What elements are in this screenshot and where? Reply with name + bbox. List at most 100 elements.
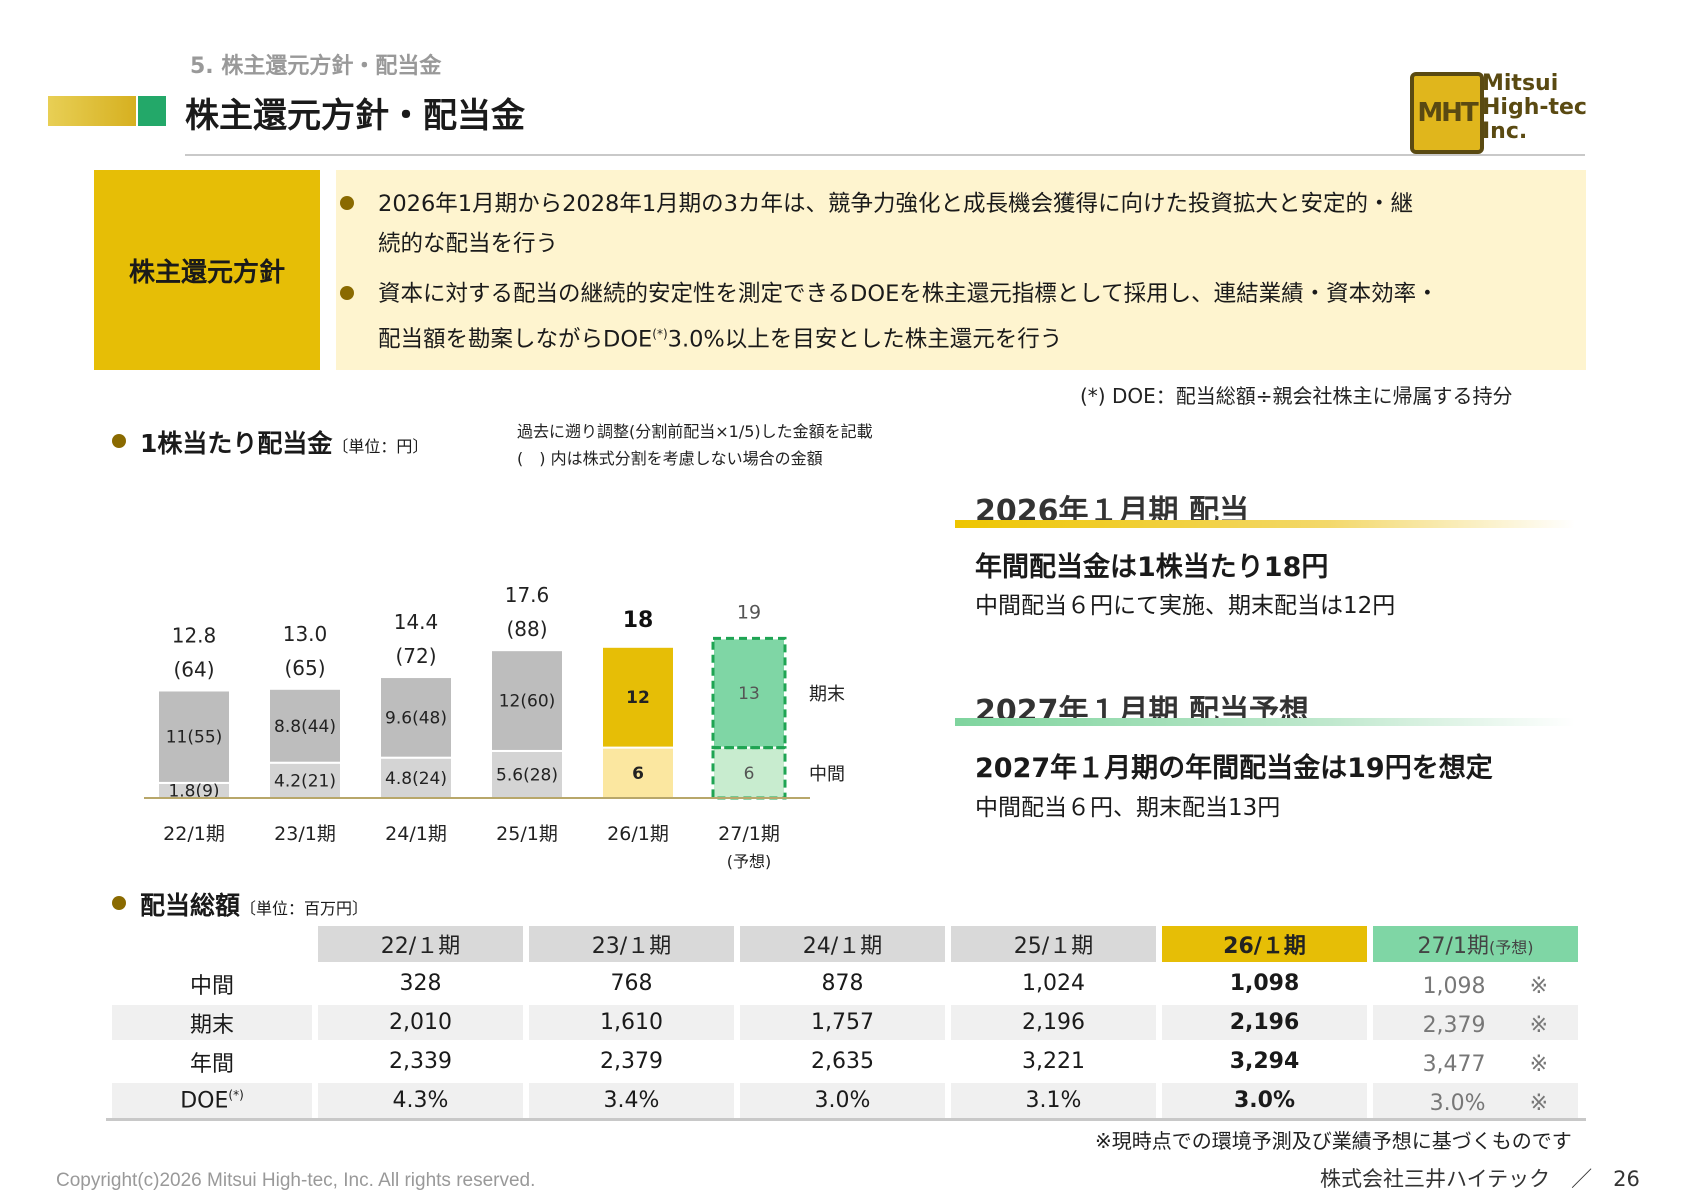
table-cell: 3,221 (1022, 1049, 1085, 1074)
table-cell-current: 2,196 (1162, 1005, 1367, 1040)
total-label: 17.6 (505, 583, 550, 607)
total-label-unadjusted: (64) (173, 657, 214, 681)
per-share-heading: 1株当たり配当金〔単位：円〕 (140, 424, 428, 460)
legend-final: 期末 (809, 684, 845, 705)
data-label-final: 13 (738, 684, 760, 704)
per-share-unit: 〔単位：円〕 (332, 437, 429, 456)
bar-final (379, 676, 453, 759)
x-tick-label: 27/1期 (718, 823, 780, 845)
total-label: 12.8 (172, 623, 217, 647)
table-cell-forecast: 3,477 ※ (1373, 1044, 1578, 1079)
table-cell: 1,610 (529, 1005, 734, 1040)
bar-final (712, 637, 786, 749)
table-cell-forecast: 3.0% ※ (1373, 1083, 1578, 1118)
total-label-unadjusted: (72) (395, 644, 436, 668)
col-header-forecast-label: 27/1期 (1417, 934, 1489, 959)
data-label-interim: 6 (632, 764, 644, 784)
data-label-interim: 1.8(9) (168, 781, 219, 801)
forecast-footnote: ※現時点での環境予測及び業績予想に基づくものです (1095, 1129, 1572, 1153)
doe-sup: (*) (228, 1087, 244, 1102)
title-accent-green (138, 96, 166, 126)
table-bottom-rule (106, 1118, 1586, 1121)
policy-bullet-2-text-b: 3.0%以上を目安とした株主還元を行う (667, 326, 1063, 353)
summary-2026-underline (955, 520, 1575, 528)
x-tick-label: 26/1期 (607, 823, 669, 845)
data-label-final: 8.8(44) (274, 717, 336, 737)
summary-2027-bold: 2027年１月期の年間配当金は19円を想定 (975, 753, 1493, 784)
forecast-value: 1,098 (1422, 973, 1486, 999)
policy-label: 株主還元方針 (94, 170, 320, 370)
table-cell-forecast: 2,379 ※ (1373, 1005, 1578, 1040)
chart-notes: 過去に遡り調整(分割前配当×1/5)した金額を記載 ( ) 内は株式分割を考慮し… (517, 418, 873, 472)
logo-line2: High-tec (1482, 95, 1587, 120)
forecast-value: 3,477 (1422, 1051, 1486, 1077)
policy-bullet-2-text-a: 配当額を勘案しながらDOE (378, 326, 653, 353)
data-label-interim: 5.6(28) (496, 765, 558, 785)
logo-line1: Mitsui (1482, 71, 1559, 96)
heading-dot (112, 434, 126, 448)
table-cell: 3.1% (951, 1083, 1156, 1118)
title-accent-yellow (48, 96, 136, 126)
chart-note-unadjusted: ( ) 内は株式分割を考慮しない場合の金額 (517, 449, 823, 468)
policy-bullet-2-sup: (*) (652, 327, 668, 341)
col-header: 23/１期 (529, 926, 734, 962)
data-label-final: 12 (626, 688, 650, 708)
table-cell: 3.4% (529, 1083, 734, 1118)
per-share-title: 1株当たり配当金 (140, 429, 333, 458)
table-cell: 2,379 (600, 1049, 663, 1074)
row-label: DOE(*) (112, 1083, 312, 1118)
x-tick-note: (予想) (727, 852, 772, 871)
bar-interim (712, 746, 786, 800)
policy-bullet-1-line2: 続的な配当を行う (378, 231, 559, 257)
bar-final (157, 689, 231, 784)
bar-final (490, 649, 564, 752)
table-row: 年間 2,339 2,379 2,635 3,221 3,294 3,477 ※ (112, 1044, 1578, 1079)
forecast-mark: ※ (1529, 973, 1548, 999)
table-cell-current: 1,098 (1229, 971, 1300, 996)
total-label: 13.0 (283, 622, 328, 646)
table-cell: 768 (610, 971, 653, 996)
row-label-doe: DOE (180, 1088, 229, 1114)
x-tick-label: 22/1期 (163, 823, 225, 845)
forecast-tag: (予想) (1488, 938, 1534, 957)
policy-bullet-2: 資本に対する配当の継続的安定性を測定できるDOEを株主還元指標として採用し、連結… (340, 274, 1528, 360)
table-cell-current: 3,294 (1229, 1049, 1300, 1074)
table-corner (112, 926, 312, 962)
forecast-mark: ※ (1529, 1051, 1548, 1077)
col-header-current: 26/１期 (1162, 926, 1367, 962)
policy-bullet-1: 2026年1月期から2028年1月期の3カ年は、競争力強化と成長機会獲得に向けた… (340, 184, 1528, 264)
bullet-dot (340, 196, 354, 210)
dividend-per-share-chart: 1.8(9) 11(55) 12.8 (64) 22/1期 4.2(21) 8.8(44) 1… (144, 583, 845, 871)
logo-line3: Inc. (1482, 119, 1528, 144)
bullet-dot (340, 286, 354, 300)
col-header: 25/１期 (951, 926, 1156, 962)
total-dividend-table: 22/１期 23/１期 24/１期 25/１期 26/１期 27/1期(予想) … (106, 922, 1584, 1122)
col-header: 24/１期 (740, 926, 945, 962)
table-row: DOE(*) 4.3% 3.4% 3.0% 3.1% 3.0% 3.0% ※ (112, 1083, 1578, 1118)
table-cell-forecast: 1,098 ※ (1373, 966, 1578, 1001)
section-kicker: 5. 株主還元方針・配当金 (190, 54, 442, 79)
forecast-value: 3.0% (1429, 1090, 1486, 1116)
company-logo-icon: MHT (1410, 72, 1484, 154)
table-row: 中間 328 768 878 1,024 1,098 1,098 ※ (112, 966, 1578, 1001)
total-label: 14.4 (394, 610, 439, 634)
table-cell: 2,010 (318, 1005, 523, 1040)
summary-2026-bold: 年間配当金は1株当たり18円 (975, 552, 1329, 583)
doe-definition-note: (*) DOE：配当総額÷親会社株主に帰属する持分 (1080, 384, 1513, 408)
bar-final (268, 687, 342, 764)
forecast-value: 2,379 (1422, 1012, 1486, 1038)
table-cell: 328 (399, 971, 442, 996)
row-label: 中間 (189, 973, 234, 999)
forecast-mark: ※ (1529, 1090, 1548, 1116)
forecast-mark: ※ (1529, 1012, 1548, 1038)
row-label: 年間 (189, 1051, 234, 1077)
policy-bullet-2-line2: 配当額を勘案しながらDOE(*)3.0%以上を目安とした株主還元を行う (378, 314, 1528, 360)
table-cell: 1,757 (740, 1005, 945, 1040)
company-page-number: 株式会社三井ハイテック ／ 26 (1320, 1167, 1640, 1191)
chart-note-adjusted: 過去に遡り調整(分割前配当×1/5)した金額を記載 (517, 422, 873, 441)
summary-2027-underline (955, 718, 1575, 726)
bar-final (601, 645, 675, 749)
x-tick-label: 24/1期 (385, 823, 447, 845)
data-label-interim: 4.8(24) (385, 769, 447, 789)
total-label: 19 (737, 601, 761, 623)
